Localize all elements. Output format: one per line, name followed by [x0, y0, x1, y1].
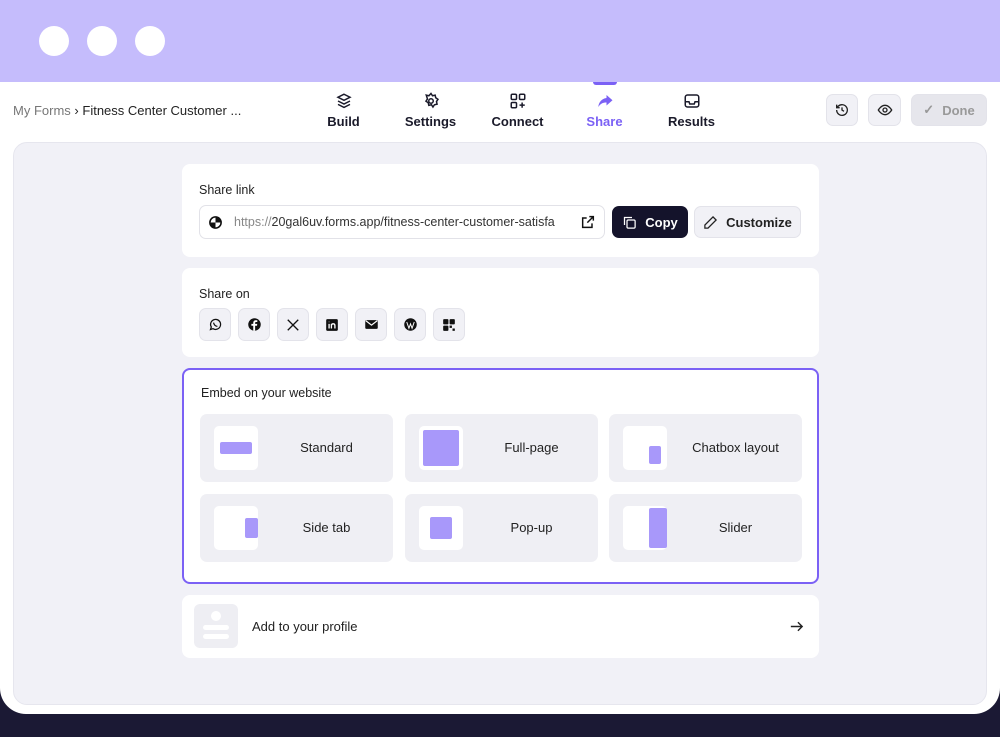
popup-thumbnail	[419, 506, 463, 550]
share-arrow-icon	[597, 95, 612, 107]
embed-label: Pop-up	[510, 520, 553, 535]
history-icon	[836, 104, 848, 116]
embed-standard[interactable]: Standard	[200, 414, 393, 482]
url-prefix: https://	[234, 215, 272, 229]
share-x-button[interactable]	[277, 308, 309, 341]
tab-label: Share	[586, 114, 623, 129]
eye-icon	[877, 104, 892, 116]
tab-share[interactable]: Share	[561, 82, 648, 129]
arrow-right-icon	[790, 621, 804, 632]
app-window: My Forms › Fitness Center Customer ... B…	[0, 82, 1000, 714]
url-text: 20gal6uv.forms.app/fitness-center-custom…	[271, 215, 555, 229]
tab-label: Build	[327, 114, 360, 129]
layers-icon	[335, 93, 352, 109]
check-icon: ✓	[923, 102, 935, 117]
qr-code-icon	[443, 318, 455, 331]
inbox-icon	[684, 94, 699, 108]
embed-side-tab[interactable]: Side tab	[200, 494, 393, 562]
embed-title: Embed on your website	[201, 386, 332, 400]
wordpress-icon	[403, 318, 417, 331]
globe-icon	[209, 215, 222, 229]
full-page-thumbnail	[419, 426, 463, 470]
apps-plus-icon	[510, 93, 525, 109]
breadcrumb-separator: ›	[74, 103, 79, 118]
linkedin-icon	[326, 318, 338, 331]
copy-icon	[624, 216, 636, 229]
share-link-card: Share link https://20gal6uv.forms.app/fi…	[182, 164, 819, 257]
facebook-icon	[247, 318, 261, 331]
preview-button[interactable]	[868, 94, 901, 126]
copy-button[interactable]: Copy	[612, 206, 688, 238]
done-label: Done	[942, 102, 975, 118]
tab-label: Results	[668, 114, 715, 129]
window-dot	[135, 26, 165, 56]
customize-label: Customize	[726, 214, 792, 230]
embed-label: Full-page	[504, 440, 559, 455]
window-dot	[87, 26, 117, 56]
chatbox-thumbnail	[623, 426, 667, 470]
window-top-band	[0, 0, 1000, 90]
breadcrumb: My Forms › Fitness Center Customer ...	[13, 103, 241, 118]
share-facebook-button[interactable]	[238, 308, 270, 341]
customize-button[interactable]: Customize	[694, 206, 801, 238]
window-dot	[39, 26, 69, 56]
add-to-profile-label: Add to your profile	[252, 619, 358, 634]
embed-card: Embed on your website Standard Full-page…	[182, 368, 819, 584]
share-email-button[interactable]	[355, 308, 387, 341]
tab-label: Settings	[404, 114, 457, 129]
share-linkedin-button[interactable]	[316, 308, 348, 341]
tab-build[interactable]: Build	[300, 82, 387, 129]
gear-icon	[424, 92, 439, 109]
tab-connect[interactable]: Connect	[474, 82, 561, 129]
share-link-title: Share link	[199, 183, 255, 197]
slider-thumbnail	[623, 506, 667, 550]
embed-label: Standard	[300, 440, 353, 455]
share-url-field[interactable]: https://20gal6uv.forms.app/fitness-cente…	[199, 205, 605, 239]
breadcrumb-my-forms[interactable]: My Forms	[13, 103, 71, 118]
embed-popup[interactable]: Pop-up	[405, 494, 598, 562]
done-button[interactable]: ✓ Done	[911, 94, 987, 126]
history-button[interactable]	[826, 94, 858, 126]
embed-label: Slider	[718, 520, 753, 535]
embed-label: Chatbox layout	[692, 440, 779, 455]
share-panel: Share link https://20gal6uv.forms.app/fi…	[13, 142, 987, 705]
standard-thumbnail	[214, 426, 258, 470]
tab-settings[interactable]: Settings	[387, 82, 474, 129]
whatsapp-icon	[209, 318, 221, 331]
add-to-profile-row[interactable]: Add to your profile	[182, 595, 819, 658]
pencil-icon	[704, 215, 718, 229]
embed-slider[interactable]: Slider	[609, 494, 802, 562]
side-tab-thumbnail	[214, 506, 258, 550]
breadcrumb-current: Fitness Center Customer ...	[82, 103, 242, 118]
profile-icon	[194, 604, 238, 648]
share-on-title: Share on	[199, 287, 250, 301]
x-icon	[287, 318, 299, 331]
share-wordpress-button[interactable]	[394, 308, 426, 341]
share-whatsapp-button[interactable]	[199, 308, 231, 341]
copy-label: Copy	[645, 214, 678, 230]
share-on-card: Share on	[182, 268, 819, 357]
tab-label: Connect	[491, 114, 544, 129]
embed-label: Side tab	[302, 520, 351, 535]
embed-full-page[interactable]: Full-page	[405, 414, 598, 482]
top-nav: Build Settings Connect Share Results	[300, 82, 735, 129]
share-qr-button[interactable]	[433, 308, 465, 341]
embed-chatbox[interactable]: Chatbox layout	[609, 414, 802, 482]
email-icon	[364, 320, 378, 329]
external-link-icon[interactable]	[580, 214, 596, 230]
tab-results[interactable]: Results	[648, 82, 735, 129]
